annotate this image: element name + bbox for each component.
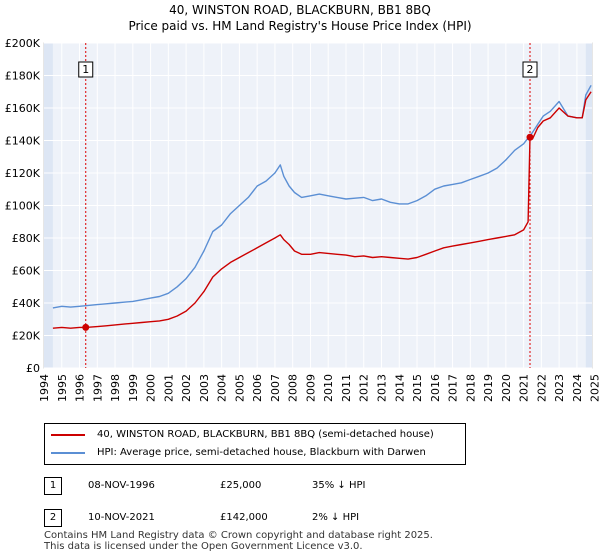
sale-number: 1	[44, 477, 62, 495]
sale-label-box	[522, 61, 538, 78]
sale-hpi-diff: 35% ↓ HPI	[312, 480, 366, 491]
x-tick-label: 2003	[198, 374, 211, 402]
x-tick-label: 2023	[553, 374, 566, 402]
x-tick-label: 1997	[91, 374, 104, 402]
x-tick-label: 2002	[180, 374, 193, 402]
x-tick-label: 2021	[518, 374, 531, 402]
sale-label-box	[78, 61, 94, 78]
x-tick-label: 2012	[358, 374, 371, 402]
x-tick-label: 2008	[287, 374, 300, 402]
x-tick-label: 2018	[464, 374, 477, 402]
sale-row: 2 10-NOV-2021 £142,000 2% ↓ HPI	[44, 506, 584, 538]
x-tick-label: 2016	[429, 374, 442, 402]
sale-point	[82, 323, 90, 331]
y-tick-label: £60K	[12, 265, 41, 278]
chart-title: 40, WINSTON ROAD, BLACKBURN, BB1 8BQ	[169, 3, 431, 17]
x-tick-label: 2013	[376, 374, 389, 402]
y-tick-label: £100K	[5, 200, 41, 213]
chart-subtitle: Price paid vs. HM Land Registry's House …	[128, 19, 471, 33]
series-line	[52, 91, 592, 329]
sale-number: 2	[44, 509, 62, 527]
legend-swatch-property	[51, 434, 85, 436]
legend-label-hpi: HPI: Average price, semi-detached house,…	[97, 447, 426, 458]
legend: 40, WINSTON ROAD, BLACKBURN, BB1 8BQ (se…	[44, 423, 466, 465]
x-tick-label: 1999	[127, 374, 140, 402]
x-tick-label: 2022	[535, 374, 548, 402]
y-tick-label: £40K	[12, 297, 41, 310]
footer: Contains HM Land Registry data © Crown c…	[44, 530, 584, 552]
x-tick-label: 2000	[145, 374, 158, 402]
x-tick-label: 2010	[322, 374, 335, 402]
x-tick-label: 2009	[304, 374, 317, 402]
legend-label-property: 40, WINSTON ROAD, BLACKBURN, BB1 8BQ (se…	[97, 429, 434, 440]
sales-table: 1 08-NOV-1996 £25,000 35% ↓ HPI 2 10-NOV…	[44, 474, 584, 538]
y-tick-label: £120K	[5, 167, 41, 180]
price-chart: 1 2 £0 £20K £40K £60K £80K £100K £120K £140K £160…	[5, 3, 600, 402]
y-tick-label: £140K	[5, 135, 41, 148]
x-tick-label: 1994	[38, 374, 51, 402]
sale-price: £25,000	[220, 480, 262, 491]
y-tick-label: £180K	[5, 70, 41, 83]
series-line	[52, 84, 592, 309]
x-tick-label: 2024	[571, 374, 584, 402]
sale-label-number: 2	[527, 63, 534, 76]
sale-hpi-diff: 2% ↓ HPI	[312, 512, 360, 523]
x-tick-label: 2014	[393, 374, 406, 402]
x-tick-label: 2007	[269, 374, 282, 402]
y-tick-label: £80K	[12, 232, 41, 245]
y-tick-label: £0	[26, 362, 40, 375]
sale-price: £142,000	[220, 512, 268, 523]
x-tick-label: 2011	[340, 374, 353, 402]
footer-line-1: Contains HM Land Registry data © Crown c…	[44, 530, 433, 541]
footer-line-2: This data is licensed under the Open Gov…	[44, 541, 363, 552]
sale-label-number: 1	[82, 63, 89, 76]
x-tick-label: 1996	[74, 374, 87, 402]
legend-swatch-hpi	[51, 452, 85, 454]
x-tick-label: 2020	[500, 374, 513, 402]
sale-date: 08-NOV-1996	[88, 480, 155, 491]
y-tick-label: £160K	[5, 102, 41, 115]
sale-point	[526, 133, 534, 141]
x-tick-label: 1995	[56, 374, 69, 402]
x-tick-label: 2001	[162, 374, 175, 402]
x-tick-label: 2004	[216, 374, 229, 402]
x-tick-label: 1998	[109, 374, 122, 402]
y-tick-label: £20K	[12, 330, 41, 343]
sale-row: 1 08-NOV-1996 £25,000 35% ↓ HPI	[44, 474, 584, 506]
x-tick-label: 2017	[447, 374, 460, 402]
x-tick-label: 2005	[233, 374, 246, 402]
x-tick-label: 2015	[411, 374, 424, 402]
y-tick-label: £200K	[5, 37, 41, 50]
x-tick-label: 2019	[482, 374, 495, 402]
x-tick-label: 2025	[589, 374, 600, 402]
sale-date: 10-NOV-2021	[88, 512, 155, 523]
x-tick-label: 2006	[251, 374, 264, 402]
